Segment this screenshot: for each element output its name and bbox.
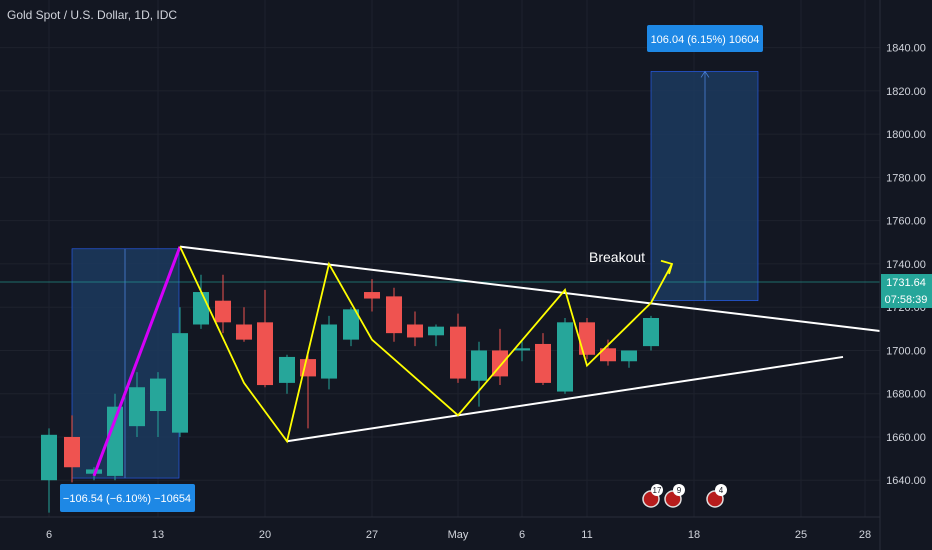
price-axis-label: 1680.00 xyxy=(886,389,926,401)
time-axis-label: 18 xyxy=(688,529,700,541)
price-axis-label: 1760.00 xyxy=(886,216,926,228)
price-axis-label: 1820.00 xyxy=(886,86,926,98)
event-count-label: 4 xyxy=(719,486,724,495)
candle-body xyxy=(343,309,359,340)
candle-body xyxy=(579,322,595,355)
candle-body xyxy=(215,300,231,323)
candle-body xyxy=(386,296,402,334)
breakout-arrowhead xyxy=(660,259,674,275)
candle-body xyxy=(172,333,188,433)
measure-up-label: 106.04 (6.15%) 10604 xyxy=(651,34,760,46)
upper-trendline xyxy=(179,245,881,332)
current-price-value: 1731.64 xyxy=(886,277,926,289)
candle-body xyxy=(407,324,423,338)
time-axis-label: 13 xyxy=(152,529,164,541)
event-count-label: 9 xyxy=(677,486,682,495)
time-axis-label: 6 xyxy=(519,529,525,541)
measure-box-up xyxy=(650,71,759,301)
time-axis-label: 11 xyxy=(581,529,592,541)
candle-body xyxy=(643,318,659,347)
candle-body xyxy=(257,322,273,386)
current-price-tag xyxy=(881,274,932,309)
event-count-badge xyxy=(673,484,685,496)
breakout-label: Breakout xyxy=(589,249,645,265)
countdown-timer: 07:58:39 xyxy=(885,294,928,306)
time-axis-label: 20 xyxy=(259,529,271,541)
candle-body xyxy=(428,326,444,336)
time-axis-label: May xyxy=(448,529,469,541)
candle-body xyxy=(557,322,573,392)
time-axis-label: 28 xyxy=(859,529,871,541)
event-count-badge xyxy=(715,484,727,496)
time-axis-label: 6 xyxy=(46,529,52,541)
zigzag-pattern xyxy=(179,246,673,444)
flagpole-line xyxy=(92,246,182,477)
candle-body xyxy=(321,324,337,379)
measure-down-label: −106.54 (−6.10%) −10654 xyxy=(63,493,191,505)
measure-box-down xyxy=(71,248,180,479)
price-axis-label: 1660.00 xyxy=(886,432,926,444)
candle-body xyxy=(514,348,530,351)
candle-body xyxy=(364,292,380,299)
candle-body xyxy=(471,350,487,381)
time-axis-label: 27 xyxy=(366,529,378,541)
candle-body xyxy=(279,356,295,383)
event-count-label: 17 xyxy=(653,486,662,495)
candle-body xyxy=(41,434,57,481)
candle-body xyxy=(150,378,166,412)
price-axis-label: 1840.00 xyxy=(886,43,926,55)
measure-down-label-bg xyxy=(60,484,195,512)
price-axis-label: 1740.00 xyxy=(886,259,926,271)
candle-body xyxy=(621,350,637,362)
measure-arrowhead-up xyxy=(700,70,710,78)
event-count-badge xyxy=(651,484,663,496)
candle-body xyxy=(535,343,551,383)
candle-body xyxy=(86,469,102,474)
candle-body xyxy=(64,436,80,468)
candle-body xyxy=(600,348,616,362)
candle-body xyxy=(450,326,466,379)
candle-body xyxy=(193,292,209,325)
lower-trendline xyxy=(286,355,844,443)
measure-up-label-bg xyxy=(647,25,763,52)
price-axis-label: 1700.00 xyxy=(886,345,926,357)
price-axis-label: 1800.00 xyxy=(886,129,926,141)
chart-title: Gold Spot / U.S. Dollar, 1D, IDC xyxy=(7,8,178,22)
price-axis-label: 1780.00 xyxy=(886,172,926,184)
candle-body xyxy=(107,406,123,476)
time-axis-label: 25 xyxy=(795,529,807,541)
candle-body xyxy=(236,324,252,340)
price-axis-label: 1640.00 xyxy=(886,475,926,487)
candle-body xyxy=(129,387,145,427)
